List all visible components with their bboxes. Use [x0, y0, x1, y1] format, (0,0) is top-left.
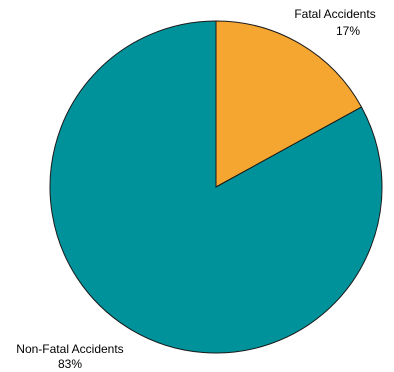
pie-slice-non-fatal-accidents [49, 20, 383, 354]
slice-value-fatal-accidents: 17% [336, 24, 360, 38]
slice-label-non-fatal-accidents: Non-Fatal Accidents [16, 342, 123, 356]
slice-value-non-fatal-accidents: 83% [58, 357, 82, 371]
slice-label-fatal-accidents: Fatal Accidents [294, 7, 375, 21]
pie-labels: Fatal Accidents 17% Non-Fatal Accidents … [16, 7, 375, 371]
pie-slice-fatal-accidents [215, 20, 363, 188]
pie-slices [49, 20, 383, 354]
